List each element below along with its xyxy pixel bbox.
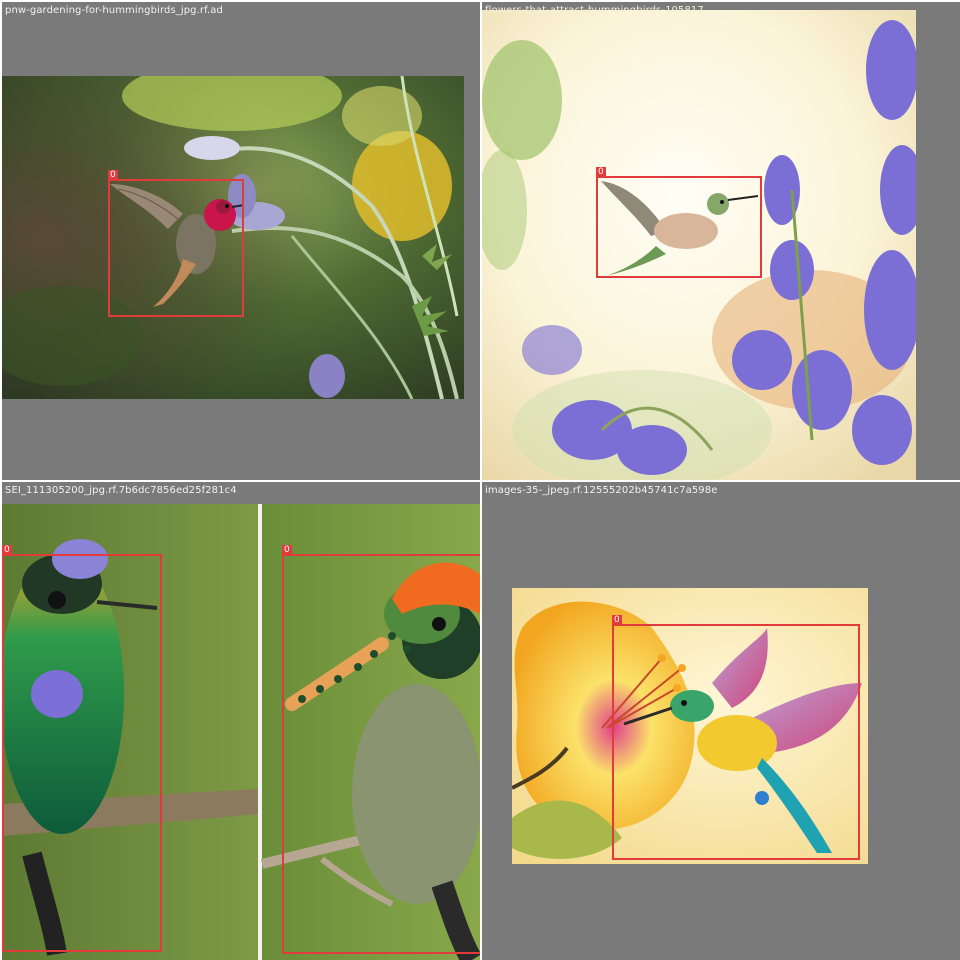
hummingbird-figure (108, 179, 245, 317)
bounding-box-label: 0 (282, 545, 292, 555)
bounding-box-label: 0 (108, 170, 118, 180)
image-tile-3[interactable]: SEI_111305200_jpg.rf.7b6dc7856ed25f281c4 (2, 482, 480, 960)
image-tile-1[interactable]: pnw-gardening-for-hummingbirds_jpg.rf.ad (2, 2, 480, 480)
image-tile-4[interactable]: images-35-_jpeg.rf.12555202b45741c7a598e (482, 482, 960, 960)
bounding-box: 0 (2, 545, 162, 952)
hummingbird-photo (512, 588, 868, 864)
image-filename: flowers-that-attract-hummingbirds-105817 (485, 5, 704, 16)
bounding-box-label: 0 (2, 545, 12, 555)
image-tile-2[interactable]: flowers-that-attract-hummingbirds-105817… (482, 2, 960, 480)
bounding-box: 0 (596, 167, 762, 278)
image-filename: pnw-gardening-for-hummingbirds_jpg.rf.ad (5, 5, 223, 16)
bounding-box: 0 (612, 615, 860, 860)
image-filename: SEI_111305200_jpg.rf.7b6dc7856ed25f281c4 (5, 485, 237, 496)
bounding-box-label: 0 (612, 615, 622, 625)
hummingbird-photo (2, 504, 480, 960)
hummingbird-photo (2, 76, 464, 399)
bounding-box-label: 0 (596, 167, 606, 177)
bounding-box: 0 (108, 170, 244, 317)
hummingbird-figure (596, 176, 762, 278)
bounding-box: 0 (282, 545, 480, 954)
image-filename: images-35-_jpeg.rf.12555202b45741c7a598e (485, 485, 718, 496)
